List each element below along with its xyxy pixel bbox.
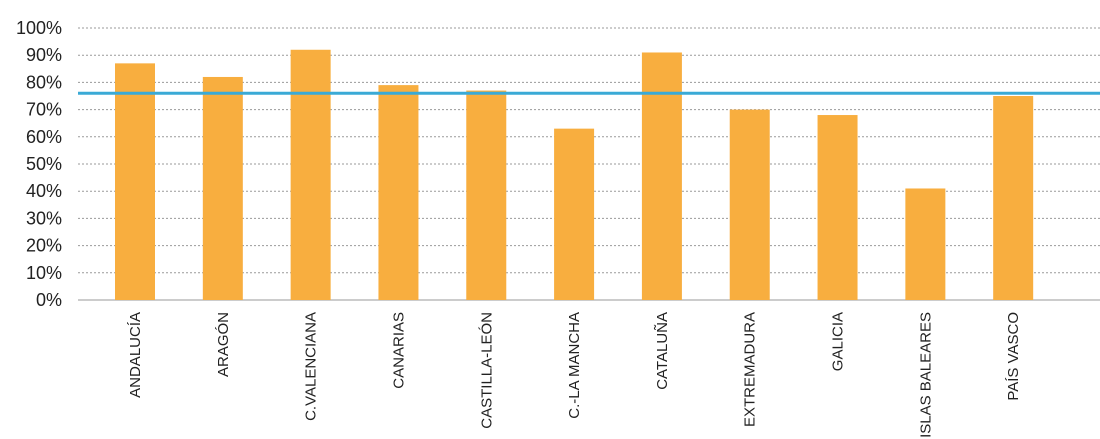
bars — [115, 49, 1034, 301]
category-label: CASTILLA-LEÓN — [478, 312, 495, 429]
y-tick-label: 80% — [26, 72, 62, 92]
bar — [641, 52, 682, 301]
category-label: PAÍS VASCO — [1005, 312, 1022, 401]
category-label: CATALUÑA — [654, 312, 671, 390]
y-tick-label: 10% — [26, 263, 62, 283]
category-label: C.-LA MANCHA — [566, 312, 583, 419]
y-tick-label: 70% — [26, 100, 62, 120]
y-tick-label: 30% — [26, 208, 62, 228]
category-label: GALICIA — [830, 312, 847, 371]
bar — [466, 90, 507, 300]
y-tick-label: 60% — [26, 127, 62, 147]
bar — [554, 128, 595, 300]
bar — [290, 49, 331, 301]
y-tick-label: 0% — [36, 290, 62, 310]
category-label: CANARIAS — [390, 312, 407, 389]
bar — [115, 63, 155, 300]
category-label: ANDALUCÍA — [127, 312, 144, 398]
bar — [993, 96, 1034, 300]
bar — [202, 76, 243, 301]
y-tick-label: 100% — [16, 18, 62, 38]
y-axis-tick-labels: 0% 10% 20% 30% 40% 50% 60% 70% 80% 90% 100% — [16, 18, 62, 310]
y-tick-label: 20% — [26, 236, 62, 256]
bar — [729, 109, 770, 300]
x-axis-category-labels: ANDALUCÍA ARAGÓN C.VALENCIANA CANARIAS CASTI… — [127, 312, 1022, 438]
y-tick-label: 90% — [26, 45, 62, 65]
category-label: C.VALENCIANA — [303, 312, 320, 421]
y-tick-label: 50% — [26, 154, 62, 174]
bar — [817, 115, 858, 300]
bar — [905, 188, 946, 300]
bar — [378, 85, 419, 301]
category-label: EXTREMADURA — [742, 312, 759, 427]
y-tick-label: 40% — [26, 181, 62, 201]
category-label: ISLAS BALEARES — [917, 312, 934, 438]
category-label: ARAGÓN — [215, 312, 232, 377]
